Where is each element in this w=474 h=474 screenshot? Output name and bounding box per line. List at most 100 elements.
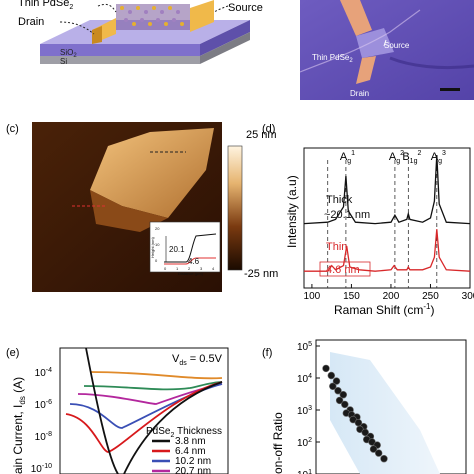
vds-label: Vds = 0.5V [172, 353, 223, 367]
optical-source-label: Source [384, 41, 410, 50]
raman-ylabel: Intensity (a.u) [285, 175, 299, 248]
onoff-point [369, 445, 378, 453]
svg-text:1: 1 [176, 266, 179, 271]
onoff-point [341, 400, 349, 409]
sio2-label: SiO2 [60, 48, 77, 59]
afm-inset: 20 10 0 Height (nm) 20.1 4.6 0 1 2 3 4 D… [149, 221, 221, 276]
panel-b: Source Thin PdSe2 Drain [299, 0, 474, 100]
peak-label-1: Ag2 [389, 150, 404, 165]
panel-d-letter: (d) [262, 123, 275, 135]
onoff-axes [315, 339, 467, 474]
legend-label-2: 10.2 nm [175, 456, 211, 467]
onoff-point [329, 382, 337, 390]
onoff-point [375, 449, 383, 457]
sio2-side [200, 20, 250, 56]
onoff-point [361, 428, 369, 437]
onoff-y-tick-2: 102 [297, 437, 312, 449]
panel-e: (e) 10-4 10-6 10-8 10-10 ain Current, Id… [6, 347, 229, 474]
raman-axes [303, 147, 471, 289]
thin-flake [90, 190, 168, 232]
source-electrode [190, 0, 214, 32]
optical-thin-label: Thin PdSe2 [312, 53, 353, 64]
onoff-y-tick-3: 103 [297, 405, 312, 417]
raman-traces [303, 154, 471, 272]
drain-arrow [59, 21, 95, 35]
si-label: Si [60, 57, 67, 66]
thin-thickness: 4.6 nm [326, 264, 360, 276]
panel-f: (f) on-off Ratio 105 104 103 102 101 [262, 339, 467, 474]
curve-3.8nm-right [123, 381, 223, 474]
lattice-atoms [120, 6, 184, 26]
legend-label-0: 3.8 nm [175, 436, 206, 447]
onoff-point [322, 364, 330, 373]
colorbar-bottom-label: -25 nm [244, 268, 278, 280]
onoff-point [327, 371, 335, 380]
inset-thick-trace [164, 233, 217, 263]
raman-x-tick-200: 200 [383, 291, 400, 302]
thick-flake [90, 128, 214, 218]
curve-6.4nm [65, 381, 223, 453]
svg-text:20: 20 [155, 226, 160, 231]
raman-trace-thin [304, 229, 471, 272]
drain-label: Drain [18, 16, 44, 28]
thin-label-box [319, 261, 371, 277]
si-side [200, 32, 250, 64]
raman-xlabel: Raman Shift (cm-1) [334, 302, 434, 317]
svg-text:4: 4 [212, 266, 215, 271]
legend-label-1: 6.4 nm [175, 446, 206, 457]
y-tick-1e-10: 10-10 [31, 463, 52, 474]
svg-text:10: 10 [155, 242, 160, 247]
onoff-point [380, 455, 388, 463]
transfer-ylabel: ain Current, Ids (A) [11, 377, 27, 474]
source-arrow [213, 5, 229, 13]
onoff-point [332, 377, 341, 385]
sio2-layer [40, 44, 200, 56]
trend-fan [330, 352, 440, 474]
raman-x-tick-250: 250 [422, 291, 439, 302]
inset-thin-value: 4.6 [188, 257, 200, 266]
y-tick-1e-4: 10-4 [35, 367, 52, 379]
legend-title: PdSe2 Thickness [146, 426, 222, 439]
curve-orange [89, 371, 223, 380]
color-bar [227, 145, 243, 271]
thin-pdse2-label: Thin PdSe2 [18, 0, 73, 11]
thick-thickness: ~20.1 nm [324, 209, 370, 221]
raman-x-tick-300: 300 [462, 291, 474, 302]
peak-label-0: Ag1 [340, 150, 355, 165]
svg-text:3: 3 [200, 266, 203, 271]
onoff-point [339, 391, 347, 399]
peak-label-2: B1g2 [402, 150, 421, 165]
y-tick-1e-6: 10-6 [35, 399, 52, 411]
source-contact [340, 0, 372, 36]
raman-trace-thick [303, 154, 471, 225]
source-label: Source [228, 2, 263, 14]
y-tick-1e-8: 10-8 [35, 431, 52, 443]
raman-x-tick-150: 150 [343, 291, 360, 302]
optical-drain-label: Drain [350, 89, 369, 98]
svg-text:0: 0 [155, 258, 158, 263]
onoff-y-tick-1: 101 [297, 469, 312, 474]
panel-c: (c) 20 10 0 Height (nm) 20.1 4.6 0 1 2 3… [6, 122, 278, 292]
thick-label: Thick [326, 194, 353, 206]
onoff-ylabel: on-off Ratio [271, 412, 285, 474]
panel-f-letter: (f) [262, 347, 272, 359]
onoff-y-tick-5: 105 [297, 341, 312, 353]
curve-green [83, 381, 223, 391]
raman-x-ticks: 100 150 200 250 300 [304, 284, 474, 302]
peak-label-3: Ag3 [431, 150, 446, 165]
inset-ylabel: Height (nm) [150, 236, 155, 258]
raman-x-tick-100: 100 [304, 291, 321, 302]
onoff-point [334, 387, 342, 395]
inset-thin-trace [164, 257, 216, 265]
thin-label: Thin [326, 241, 347, 253]
panel-c-letter: (c) [6, 123, 19, 135]
thin-pdse2-arrow [97, 3, 117, 13]
svg-text:2: 2 [188, 266, 191, 271]
onoff-y-tick-4: 104 [297, 373, 312, 385]
panel-e-letter: (e) [6, 347, 19, 359]
si-layer [40, 56, 200, 64]
